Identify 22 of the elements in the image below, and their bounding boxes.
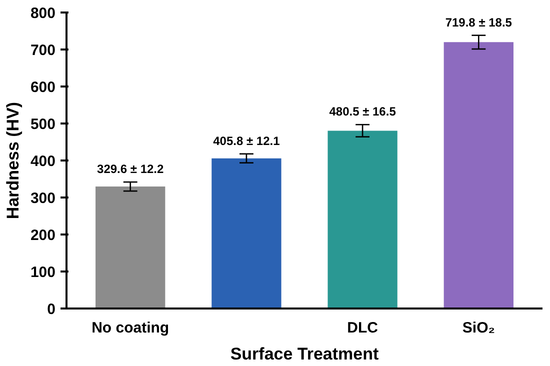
bar (212, 158, 282, 308)
bar (328, 130, 398, 308)
x-tick-label: SiO₂ (462, 320, 495, 336)
y-tick-label: 800 (30, 5, 56, 22)
y-axis-title: Hardness (HV) (3, 102, 22, 220)
y-tick-label: 500 (30, 116, 56, 133)
y-tick-label: 200 (30, 227, 56, 244)
y-tick-label: 600 (30, 79, 56, 96)
data-label: 405.8 ± 12.1 (213, 134, 280, 148)
data-label: 719.8 ± 18.5 (445, 15, 512, 30)
y-tick-label: 400 (30, 153, 56, 170)
bar (96, 186, 166, 308)
x-tick-label: No coating (92, 320, 170, 336)
bar (444, 42, 514, 308)
data-label: 329.6 ± 12.2 (97, 162, 164, 176)
y-tick-label: 0 (47, 301, 56, 318)
y-tick-label: 700 (30, 42, 56, 59)
y-tick-label: 100 (30, 264, 56, 281)
x-tick-label: DLC (347, 320, 378, 336)
data-label: 480.5 ± 16.5 (329, 104, 396, 119)
x-axis-title: Surface Treatment (230, 344, 380, 364)
y-tick-label: 300 (30, 190, 56, 207)
